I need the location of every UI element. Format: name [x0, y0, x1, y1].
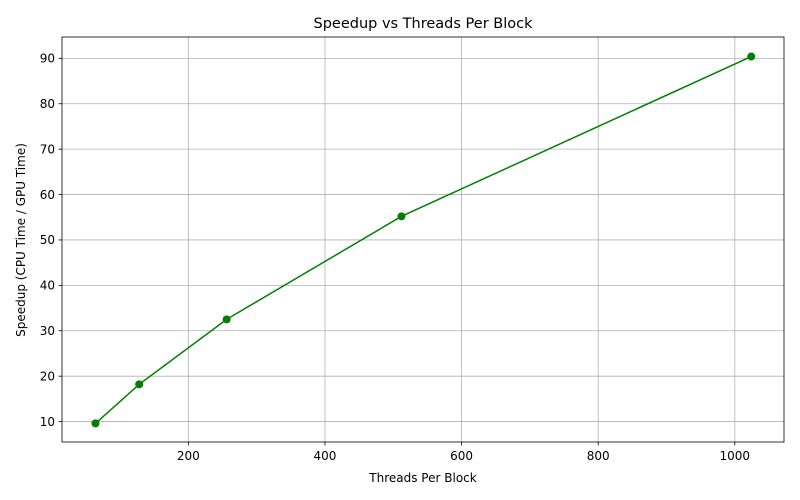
chart-title: Speedup vs Threads Per Block	[313, 16, 533, 32]
data-point	[135, 380, 144, 389]
y-tick-label: 70	[40, 142, 55, 156]
x-axis: 200 400 600 800 1000	[177, 442, 750, 463]
grid	[62, 37, 784, 442]
series-layer	[91, 52, 756, 428]
data-point	[222, 315, 231, 324]
y-axis: 10 20 30 40 50 60 70 80 90	[40, 52, 62, 429]
y-tick-label: 30	[40, 324, 55, 338]
x-axis-title: Threads Per Block	[368, 471, 476, 485]
x-tick-label: 600	[450, 449, 473, 463]
data-point	[91, 419, 100, 428]
data-point	[397, 212, 406, 221]
y-tick-label: 80	[40, 97, 55, 111]
x-tick-label: 200	[177, 449, 200, 463]
y-axis-title: Speedup (CPU Time / GPU Time)	[14, 143, 28, 337]
y-tick-label: 50	[40, 233, 55, 247]
plot-frame	[61, 36, 785, 443]
y-tick-label: 20	[40, 369, 55, 383]
y-tick-label: 40	[40, 279, 55, 293]
data-point	[747, 52, 756, 61]
y-tick-label: 90	[40, 52, 55, 66]
x-tick-label: 1000	[720, 449, 751, 463]
y-tick-label: 60	[40, 188, 55, 202]
x-tick-label: 400	[314, 449, 337, 463]
x-tick-label: 800	[587, 449, 610, 463]
y-tick-label: 10	[40, 415, 55, 429]
